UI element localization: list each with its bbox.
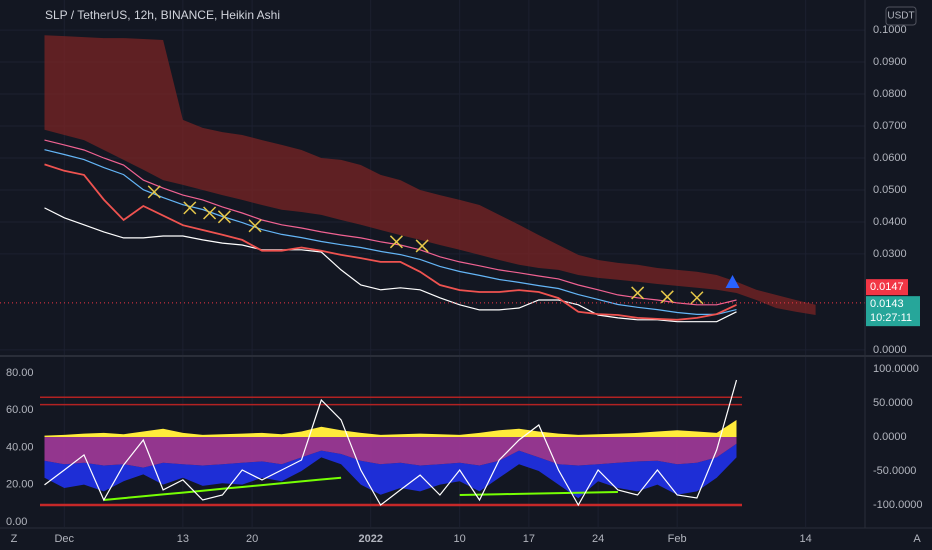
y-tick-label: 0.0300 xyxy=(873,248,907,260)
countdown-label: 10:27:11 xyxy=(870,312,912,324)
y2-tick-label: -50.0000 xyxy=(873,465,916,477)
current-price-label: 0.0143 xyxy=(870,298,904,310)
y-tick-label: 0.0600 xyxy=(873,152,907,164)
y-tick-label: 0.0400 xyxy=(873,216,907,228)
auto-scale-button[interactable]: A xyxy=(913,533,921,545)
plot-layer xyxy=(0,0,865,527)
zoom-button[interactable]: Z xyxy=(11,533,18,545)
price-line xyxy=(44,207,737,323)
y-tick-label: 0.0900 xyxy=(873,56,907,68)
y2-tick-label: -100.0000 xyxy=(873,499,923,511)
current-price-box xyxy=(866,296,920,327)
blue-area xyxy=(44,443,737,499)
cross-marker xyxy=(415,239,429,253)
cross-marker xyxy=(660,290,674,304)
cross-marker xyxy=(217,210,231,224)
x-tick-label: 2022 xyxy=(358,533,382,545)
currency-button[interactable] xyxy=(885,6,917,26)
price-line xyxy=(44,163,737,321)
y-tick-label: 20.00 xyxy=(6,479,34,491)
triangle-marker xyxy=(725,275,740,289)
x-tick-label: 20 xyxy=(246,533,258,545)
cross-marker xyxy=(147,185,161,199)
x-tick-label: Dec xyxy=(54,533,74,545)
x-tick-label: 24 xyxy=(592,533,604,545)
chart-title: SLP / TetherUS, 12h, BINANCE, Heikin Ash… xyxy=(45,8,280,22)
cross-marker xyxy=(389,235,403,249)
y-tick-label: 0.0000 xyxy=(873,344,907,356)
purple-area xyxy=(44,437,737,468)
y-tick-label: 60.00 xyxy=(6,404,34,416)
oscillator-line xyxy=(103,476,618,501)
y-tick-label: 0.0500 xyxy=(873,184,907,196)
y-tick-label: 0.1000 xyxy=(873,24,907,36)
y-tick-label: 0.00 xyxy=(6,516,27,528)
x-tick-label: 17 xyxy=(523,533,535,545)
y2-tick-label: 0.0000 xyxy=(873,431,907,443)
y-tick-label: 0.0700 xyxy=(873,120,907,132)
oscillator-line xyxy=(44,379,738,507)
y2-tick-label: 100.0000 xyxy=(873,363,919,375)
y-tick-label: 40.00 xyxy=(6,441,34,453)
price-line xyxy=(44,149,737,315)
cross-marker xyxy=(203,206,217,220)
y2-tick-label: 50.0000 xyxy=(873,397,913,409)
last-price-box xyxy=(866,279,908,296)
cross-marker xyxy=(183,201,197,215)
cross-marker xyxy=(631,286,645,300)
yellow-area xyxy=(44,420,737,437)
y-tick-label: 80.00 xyxy=(6,367,34,379)
x-tick-label: 10 xyxy=(454,533,466,545)
x-tick-label: 14 xyxy=(800,533,812,545)
x-tick-label: Feb xyxy=(668,533,687,545)
last-price-label: 0.0147 xyxy=(870,281,904,293)
currency-label[interactable]: USDT xyxy=(887,11,914,22)
cross-marker xyxy=(690,291,704,305)
y-tick-label: 0.0800 xyxy=(873,88,907,100)
x-tick-label: 13 xyxy=(177,533,189,545)
cross-marker xyxy=(248,219,262,233)
